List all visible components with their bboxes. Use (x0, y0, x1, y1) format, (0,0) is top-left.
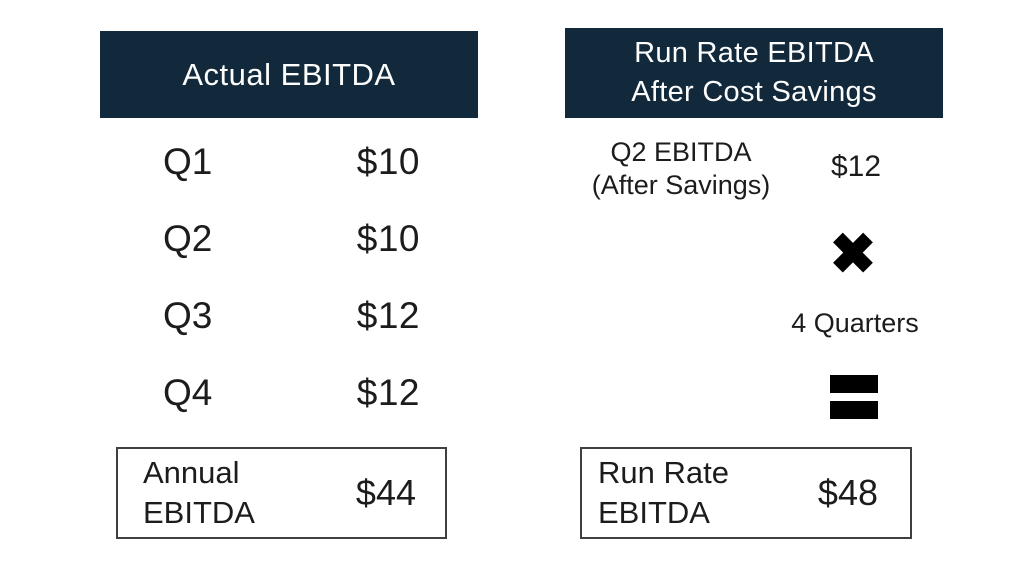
quarter-value: $12 (356, 372, 420, 413)
quarter-row-q4: Q4 $12 (163, 371, 420, 415)
annual-ebitda-value: $44 (355, 472, 416, 513)
run-rate-ebitda-box: Run Rate EBITDA $48 (580, 447, 912, 539)
equals-bar-top (830, 375, 878, 393)
equals-icon (830, 375, 878, 419)
quarter-label: Q1 (163, 141, 213, 182)
multiply-icon: ✖ (829, 222, 877, 285)
quarter-label: Q3 (163, 295, 213, 336)
q2-ebitda-after-savings-value: $12 (830, 150, 882, 183)
q2-ebitda-after-savings-label: Q2 EBITDA (After Savings) (591, 137, 771, 200)
quarter-row-q3: Q3 $12 (163, 294, 420, 338)
quarters-multiplier-label: 4 Quarters (791, 308, 919, 338)
quarter-label: Q4 (163, 372, 213, 413)
quarter-value: $10 (356, 141, 420, 182)
quarter-value: $10 (356, 218, 420, 259)
run-rate-ebitda-header: Run Rate EBITDA After Cost Savings (565, 28, 943, 118)
run-rate-ebitda-value: $48 (817, 472, 878, 513)
quarter-row-q2: Q2 $10 (163, 217, 420, 261)
quarter-value: $12 (356, 295, 420, 336)
annual-ebitda-box: Annual EBITDA $44 (116, 447, 447, 539)
run-rate-ebitda-label: Run Rate EBITDA (598, 455, 729, 530)
actual-ebitda-header: Actual EBITDA (100, 31, 478, 118)
annual-ebitda-label: Annual EBITDA (143, 455, 255, 530)
equals-bar-bottom (830, 401, 878, 419)
quarter-label: Q2 (163, 218, 213, 259)
quarter-row-q1: Q1 $10 (163, 140, 420, 184)
